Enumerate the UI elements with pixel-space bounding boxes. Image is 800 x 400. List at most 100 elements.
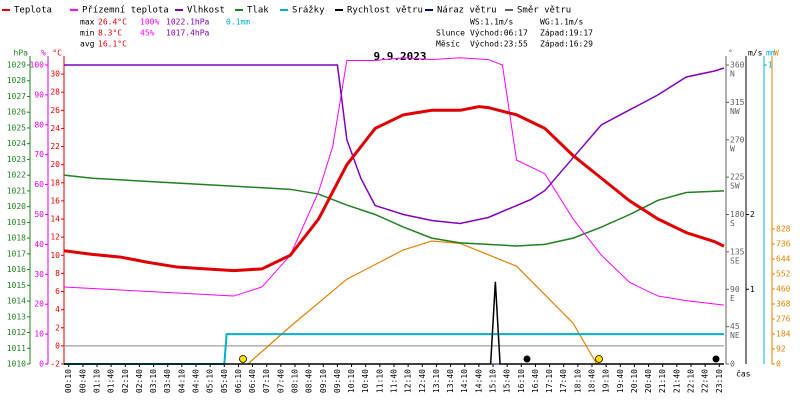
y-tick-label: 22 [50, 142, 60, 151]
y-tick-label: 8 [55, 269, 60, 278]
y-tick-label: 1026 [7, 108, 26, 117]
y-tick-label: 1012 [7, 328, 26, 337]
legend-label: Tlak [247, 6, 269, 16]
x-tick-label: 15:40 [503, 369, 512, 393]
y-tick-label: 1021 [7, 186, 26, 195]
axis-unit: % [41, 49, 46, 58]
compass-label: SE [730, 256, 740, 265]
series-line [63, 174, 725, 247]
stat-temp: 16.1°C [98, 40, 127, 49]
y-tick-label: 30 [34, 270, 44, 279]
x-tick-label: 00:10 [64, 369, 73, 393]
y-tick-label: 2 [55, 323, 60, 332]
x-axis-label: čas [736, 369, 751, 379]
y-tick-label: 1011 [7, 344, 26, 353]
axis-unit: hPa [14, 49, 29, 58]
info-moonrise: Východ:23:55 [470, 40, 528, 49]
y-tick-label: 90 [730, 285, 740, 294]
x-tick-label: 05:40 [220, 369, 229, 393]
y-tick-label: 12 [50, 233, 60, 242]
series-line [63, 105, 725, 273]
x-tick-label: 04:40 [192, 369, 201, 393]
compass-label: SW [730, 182, 740, 191]
x-tick-label: 21:10 [658, 369, 667, 393]
x-tick-label: 12:40 [418, 369, 427, 393]
x-tick-label: 03:10 [149, 369, 158, 393]
axis-unit: m/s [748, 49, 763, 58]
y-tick-label: 10 [50, 251, 60, 260]
x-tick-label: 10:40 [361, 369, 370, 393]
legend-label: Náraz větru [437, 6, 497, 16]
y-tick-label: 1024 [7, 139, 26, 148]
y-tick-label: 4 [55, 305, 60, 314]
series-line [64, 64, 725, 225]
x-tick-label: 00:40 [78, 369, 87, 393]
x-tick-label: 13:10 [432, 369, 441, 393]
series-line [63, 57, 725, 306]
chart-title: 9.9.2023 [374, 50, 427, 63]
axis-unit: ° [728, 49, 733, 58]
stat-hum: 45% [140, 29, 155, 38]
stat-label: min [80, 29, 95, 38]
x-tick-label: 11:10 [375, 369, 384, 393]
y-tick-label: 26 [50, 106, 60, 115]
plot-area [64, 56, 724, 364]
legend-label: Přízemní teplota [82, 6, 169, 16]
x-tick-label: 12:10 [404, 369, 413, 393]
x-tick-label: 15:10 [489, 369, 498, 393]
y-tick-label: 92 [776, 345, 786, 354]
x-tick-label: 14:10 [460, 369, 469, 393]
y-tick-label: 90 [34, 90, 44, 99]
legend-label: Vlhkost [187, 6, 225, 16]
x-tick-label: 05:10 [206, 369, 215, 393]
x-tick-label: 11:40 [390, 369, 399, 393]
x-tick-label: 14:40 [474, 369, 483, 393]
y-tick-label: 1028 [7, 76, 26, 85]
moonset-icon [523, 355, 531, 363]
x-tick-label: 09:10 [319, 369, 328, 393]
x-tick-label: 17:40 [559, 369, 568, 393]
y-tick-label: 0 [776, 360, 781, 369]
y-tick-label: 315 [730, 98, 745, 107]
y-tick-label: 16 [50, 196, 60, 205]
y-tick-label: 14 [50, 215, 60, 224]
x-tick-label: 09:40 [333, 369, 342, 393]
x-tick-label: 01:10 [93, 369, 102, 393]
series-line [64, 281, 724, 365]
x-tick-label: 16:10 [517, 369, 526, 393]
y-tick-label: 20 [34, 300, 44, 309]
y-tick-label: 1010 [7, 360, 26, 369]
compass-label: S [730, 219, 735, 228]
info-moon: Měsíc [436, 40, 460, 49]
y-tick-label: 28 [50, 88, 60, 97]
y-tick-label: 180 [730, 210, 745, 219]
legend-label: Teplota [14, 6, 52, 16]
y-tick-label: 6 [55, 287, 60, 296]
y-tick-label: 40 [34, 240, 44, 249]
axis-unit: W [774, 49, 779, 58]
y-tick-label: 644 [776, 255, 791, 264]
y-tick-label: -2 [50, 360, 60, 369]
x-tick-label: 16:40 [531, 369, 540, 393]
stat-press: 1017.4hPa [166, 29, 210, 38]
legend-label: Srážky [292, 6, 325, 16]
y-tick-label: 276 [776, 315, 791, 324]
compass-label: NE [730, 331, 740, 340]
info-moonset: Západ:16:29 [540, 40, 593, 49]
y-tick-label: 828 [776, 225, 791, 234]
stat-label: avg [80, 40, 95, 49]
y-tick-label: 50 [34, 210, 44, 219]
y-tick-label: 0 [39, 360, 44, 369]
y-tick-label: 552 [776, 270, 791, 279]
axis-unit: mm [766, 49, 776, 58]
y-tick-label: 30 [50, 70, 60, 79]
y-tick-label: 1015 [7, 281, 26, 290]
y-tick-label: 10 [34, 330, 44, 339]
y-tick-label: 100 [30, 61, 45, 70]
x-tick-label: 19:10 [602, 369, 611, 393]
y-tick-label: 225 [730, 173, 745, 182]
y-tick-label: 1025 [7, 123, 26, 132]
info-sunset: Západ:19:17 [540, 29, 593, 38]
compass-label: NW [730, 107, 740, 116]
